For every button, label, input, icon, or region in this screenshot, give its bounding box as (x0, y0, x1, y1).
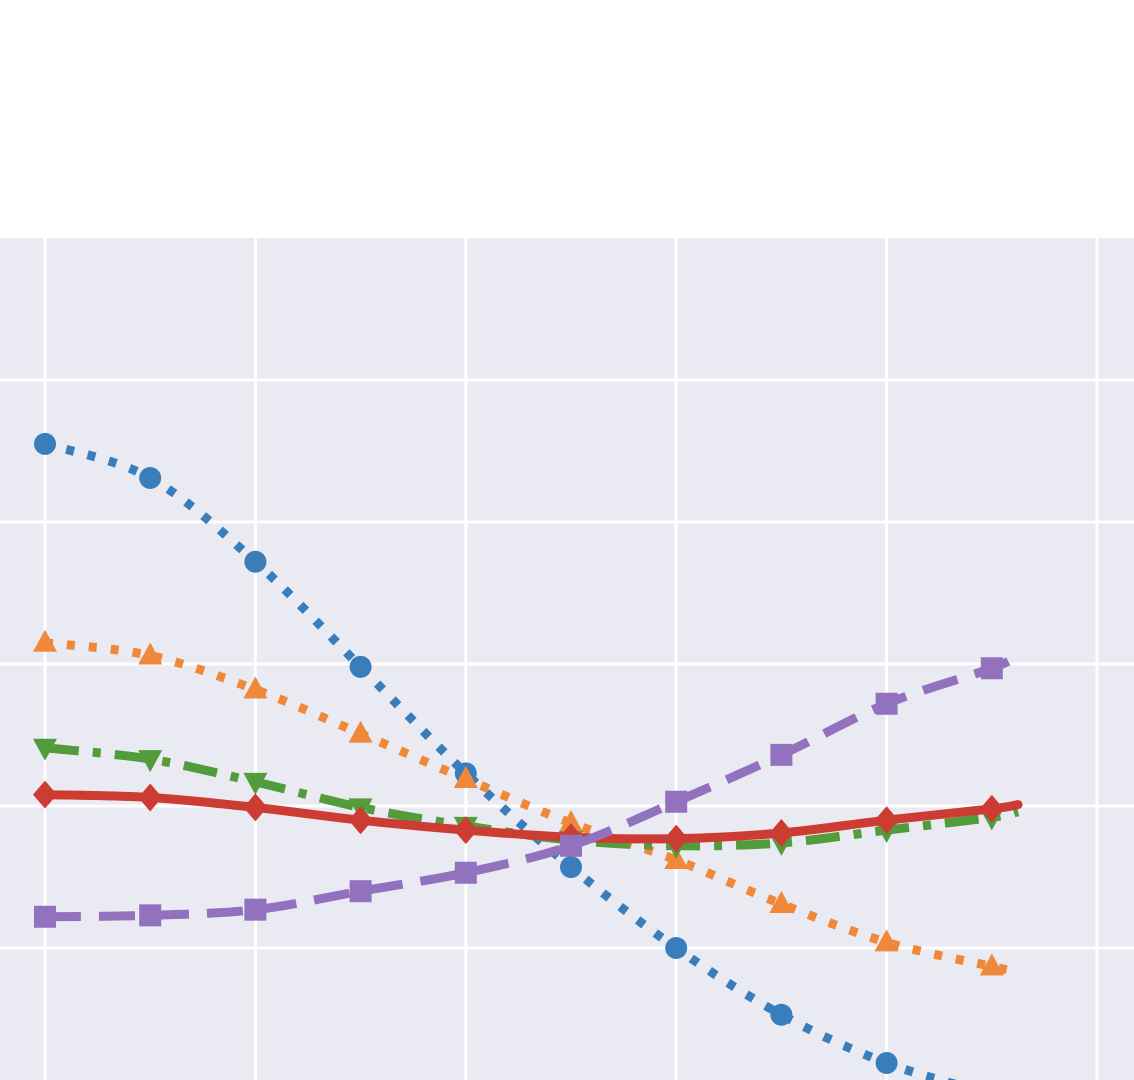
data-point (348, 720, 373, 743)
data-point (349, 655, 372, 678)
data-point (453, 766, 478, 789)
data-point (33, 780, 57, 809)
data-point (33, 738, 57, 761)
data-point (769, 818, 794, 847)
series-2 (33, 629, 1020, 977)
data-point (349, 880, 372, 903)
data-point (560, 856, 582, 879)
data-point (138, 750, 163, 773)
plot-background (0, 238, 1134, 1080)
data-point (138, 783, 163, 812)
data-point (769, 890, 794, 913)
data-point (348, 806, 373, 835)
data-point (875, 692, 898, 715)
data-point (33, 629, 57, 652)
data-point (139, 904, 162, 927)
data-point (139, 466, 162, 489)
data-point (453, 816, 478, 845)
data-point (980, 657, 1003, 680)
series-group (33, 432, 1023, 1080)
data-point (243, 772, 268, 795)
data-point (243, 676, 268, 699)
data-point (454, 861, 477, 884)
data-point (34, 905, 56, 928)
series-5 (34, 651, 1021, 928)
data-point (979, 953, 1004, 976)
data-point (665, 790, 688, 813)
data-point (664, 824, 689, 853)
data-point (770, 743, 793, 766)
data-point (34, 432, 56, 455)
data-point (244, 898, 267, 921)
data-point (665, 937, 688, 959)
data-point (559, 810, 583, 833)
data-point (560, 834, 582, 857)
data-point (875, 1052, 898, 1075)
series-line (44, 743, 1020, 851)
data-point (874, 929, 899, 952)
data-point (243, 793, 268, 822)
data-point (244, 550, 267, 573)
data-point (979, 794, 1004, 823)
series-1 (34, 432, 958, 1080)
data-point (874, 806, 899, 835)
data-point (138, 642, 163, 665)
grid-lines (0, 238, 1134, 1080)
data-point (770, 1003, 793, 1026)
